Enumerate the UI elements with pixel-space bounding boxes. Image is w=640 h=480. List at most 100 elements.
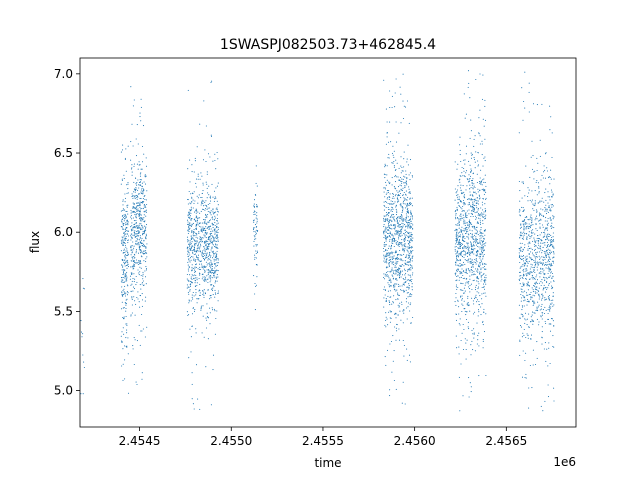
data-point <box>203 228 205 230</box>
data-point <box>530 156 532 158</box>
data-point <box>194 279 196 281</box>
data-point <box>217 158 219 160</box>
data-point <box>124 265 126 267</box>
data-point <box>459 215 461 217</box>
data-point <box>412 272 414 274</box>
data-point <box>455 237 457 239</box>
data-point <box>525 278 527 280</box>
data-point <box>140 262 142 264</box>
data-point <box>200 238 202 240</box>
data-point <box>402 187 404 189</box>
data-point <box>194 270 196 272</box>
data-point <box>531 319 533 321</box>
data-point <box>530 263 532 265</box>
data-point <box>455 213 457 215</box>
data-point <box>187 239 189 241</box>
data-point <box>531 249 533 251</box>
data-point <box>393 160 395 163</box>
data-point <box>126 324 128 327</box>
data-point <box>541 174 543 176</box>
data-point <box>189 328 191 330</box>
data-point <box>544 229 546 231</box>
data-point <box>410 281 412 283</box>
data-point <box>553 178 555 180</box>
data-point <box>187 241 189 243</box>
data-point <box>392 208 394 210</box>
data-point <box>533 237 535 239</box>
data-point <box>123 273 125 275</box>
data-point <box>527 335 529 337</box>
data-point <box>391 214 393 216</box>
data-point <box>479 242 481 244</box>
data-point <box>202 290 204 292</box>
data-point <box>543 273 545 275</box>
data-point <box>399 310 401 312</box>
data-point <box>127 251 129 253</box>
data-point <box>141 237 143 239</box>
data-point <box>472 178 474 180</box>
data-point <box>391 216 393 218</box>
data-point <box>142 278 144 280</box>
data-point <box>542 226 544 228</box>
data-point <box>459 324 461 326</box>
data-point <box>535 223 537 225</box>
data-point <box>454 246 456 248</box>
data-point <box>537 290 539 292</box>
data-point <box>131 256 133 259</box>
data-point <box>472 313 475 315</box>
data-point <box>518 304 520 306</box>
data-point <box>139 173 141 175</box>
data-point <box>216 208 218 210</box>
data-point <box>207 255 209 257</box>
data-point <box>193 238 195 241</box>
data-point <box>397 195 399 197</box>
data-point <box>195 225 197 227</box>
data-point <box>478 255 480 257</box>
data-point <box>408 247 411 249</box>
data-point <box>519 354 521 356</box>
data-point <box>545 291 547 293</box>
data-point <box>469 252 472 254</box>
data-point <box>541 318 543 320</box>
data-point <box>135 208 137 210</box>
data-point <box>527 243 529 245</box>
data-point <box>209 307 211 309</box>
data-point <box>205 366 207 368</box>
data-point <box>203 100 205 102</box>
data-point <box>133 265 135 267</box>
data-point <box>389 227 391 229</box>
data-point <box>405 181 407 183</box>
data-point <box>399 215 401 217</box>
data-point <box>518 271 521 273</box>
data-point <box>197 237 199 239</box>
data-point <box>208 219 211 222</box>
data-point <box>410 295 412 298</box>
data-point <box>204 242 206 244</box>
data-point <box>469 175 472 177</box>
data-point <box>542 262 545 264</box>
data-point <box>522 236 524 238</box>
data-point <box>530 298 532 300</box>
data-point <box>409 274 411 276</box>
data-point <box>212 244 215 246</box>
data-point <box>397 258 399 260</box>
data-point <box>122 259 124 261</box>
data-point <box>139 164 141 166</box>
data-point <box>121 236 123 238</box>
data-point <box>400 165 402 167</box>
data-point <box>403 245 405 247</box>
data-point <box>526 304 528 306</box>
data-point <box>520 226 523 228</box>
data-point <box>386 252 388 254</box>
data-point <box>474 232 476 234</box>
data-point <box>533 261 535 264</box>
data-point <box>522 255 525 257</box>
data-point <box>408 203 411 205</box>
data-point <box>209 323 211 325</box>
data-point <box>194 244 196 246</box>
data-point <box>529 226 531 228</box>
data-point <box>125 280 127 282</box>
data-point <box>402 244 404 246</box>
data-point <box>143 284 145 286</box>
data-point <box>392 217 394 219</box>
